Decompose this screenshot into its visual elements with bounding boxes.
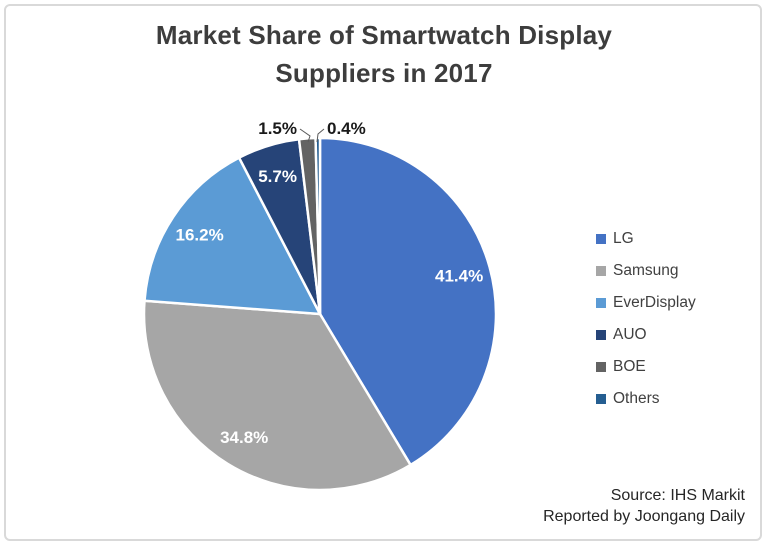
- legend-item-others: Others: [596, 383, 696, 415]
- legend-item-samsung: Samsung: [596, 255, 696, 287]
- legend-label-samsung: Samsung: [613, 262, 679, 279]
- legend-swatch-auo: [596, 330, 606, 340]
- legend-item-lg: LG: [596, 223, 696, 255]
- data-label-others: 0.4%: [327, 119, 366, 138]
- data-label-boe: 1.5%: [258, 119, 297, 138]
- legend-item-auo: AUO: [596, 319, 696, 351]
- legend-item-boe: BOE: [596, 351, 696, 383]
- legend-swatch-everdisplay: [596, 298, 606, 308]
- legend-label-lg: LG: [613, 230, 634, 247]
- data-label-lg: 41.4%: [435, 266, 483, 285]
- legend-swatch-lg: [596, 234, 606, 244]
- pie-slice-samsung: [142, 299, 412, 492]
- chart-title-line-1: Market Share of Smartwatch Display: [155, 20, 613, 50]
- legend-swatch-samsung: [596, 266, 606, 276]
- chart-title: Market Share of Smartwatch Display Suppl…: [0, 16, 768, 92]
- legend-label-boe: BOE: [613, 358, 646, 375]
- source-note: Source: IHS Markit Reported by Joongang …: [543, 485, 745, 527]
- legend-label-auo: AUO: [613, 326, 647, 343]
- legend-swatch-others: [596, 394, 606, 404]
- leader-line-others: [316, 128, 325, 143]
- source-line-2: Reported by Joongang Daily: [543, 508, 745, 525]
- source-line-1: Source: IHS Markit: [610, 487, 745, 504]
- legend-label-everdisplay: EverDisplay: [613, 294, 696, 311]
- leader-line-boe: [299, 128, 311, 143]
- data-label-samsung: 34.8%: [220, 428, 268, 447]
- legend: LG Samsung EverDisplay AUO BOE Others: [596, 223, 696, 415]
- data-label-everdisplay: 16.2%: [175, 225, 223, 244]
- data-label-auo: 5.7%: [258, 167, 297, 186]
- chart-title-line-2: Suppliers in 2017: [275, 58, 493, 88]
- legend-item-everdisplay: EverDisplay: [596, 287, 696, 319]
- pie-slice-lg: [318, 136, 498, 467]
- pie-slice-everdisplay: [143, 156, 322, 316]
- legend-label-others: Others: [613, 390, 660, 407]
- legend-swatch-boe: [596, 362, 606, 372]
